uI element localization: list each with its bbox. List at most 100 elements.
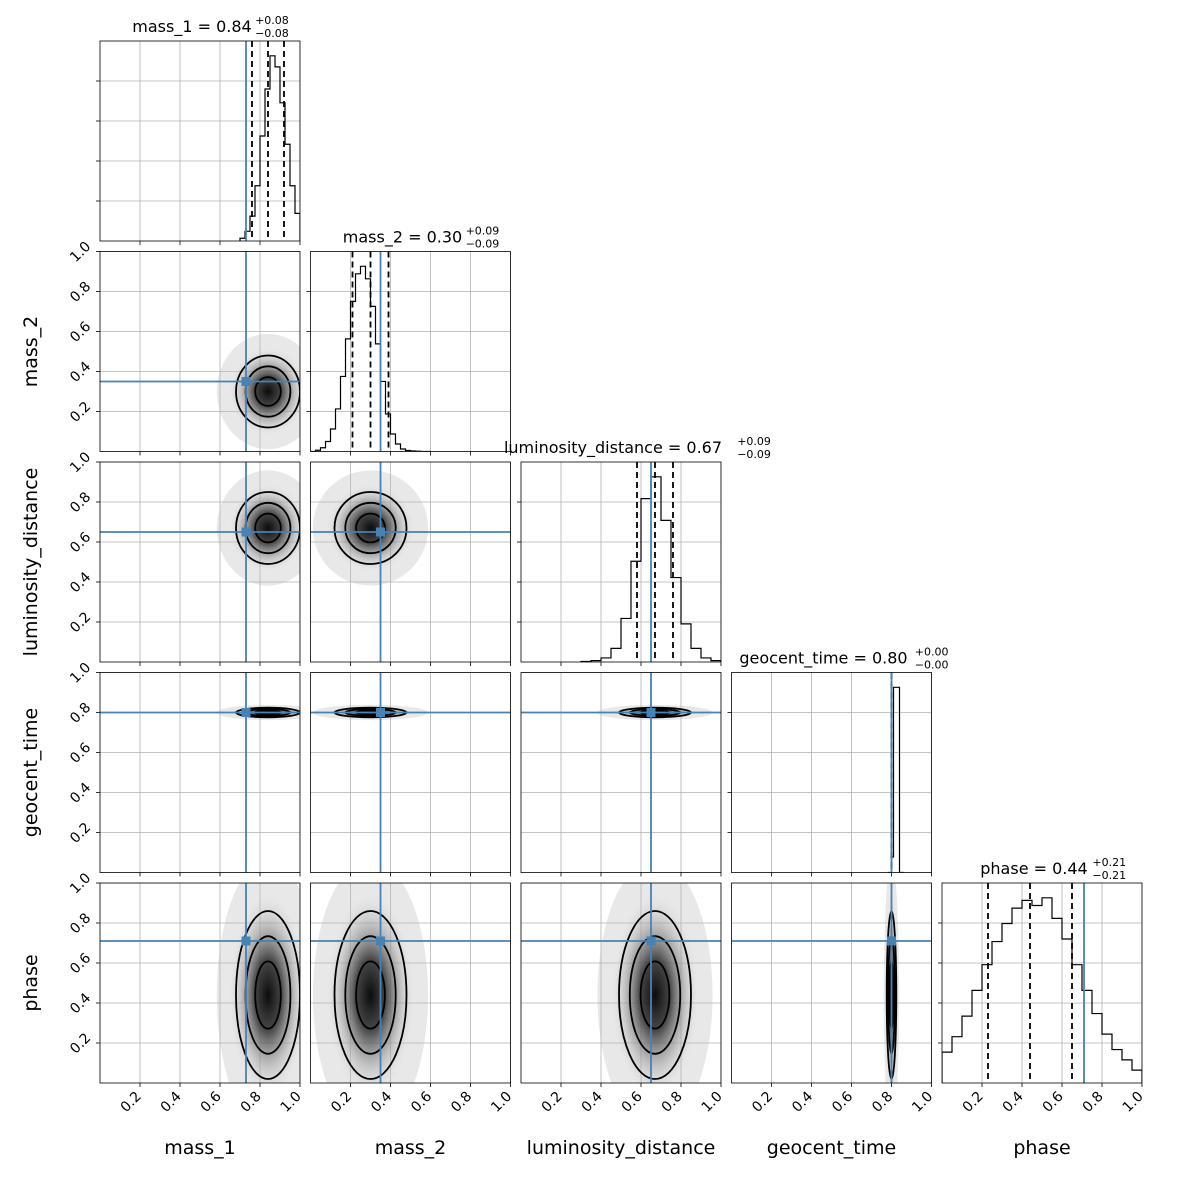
truth-marker (376, 527, 385, 537)
x-axis-label-geocent_time: geocent_time (767, 1137, 896, 1159)
y-tick-label: 0.4 (67, 569, 94, 596)
x-tick-label: 0.8 (1080, 1089, 1107, 1116)
panel-frame (520, 882, 722, 1084)
panel-frame (99, 251, 301, 452)
x-tick-label: 1.0 (699, 1089, 726, 1116)
panel-frame (520, 461, 722, 663)
x-tick-label: 0.4 (1000, 1089, 1027, 1116)
panel-plot-area (100, 251, 300, 452)
y-tick-label: 0.2 (67, 609, 94, 636)
x-tick-label: 0.2 (118, 1089, 145, 1116)
y-tick-label: 0.8 (67, 910, 94, 937)
panel-frame (310, 251, 511, 452)
panel-frame (310, 461, 511, 663)
contour-outer (235, 910, 300, 1080)
panel-title-mass_2: mass_2 = 0.30 (343, 228, 462, 248)
y-tick-label: 1.0 (67, 870, 94, 897)
panel-geocent_time-vs-mass_2 (310, 672, 511, 877)
panel-phase-vs-mass_2 (310, 882, 511, 1087)
panel-title-mass_1: mass_1 = 0.84 (132, 17, 251, 37)
truth-marker (646, 936, 656, 946)
x-tick-label: 0.4 (789, 1089, 816, 1116)
density-shading (229, 484, 300, 572)
contour-middle (344, 935, 397, 1055)
x-axis-label-mass_2: mass_2 (375, 1137, 447, 1159)
y-tick-label: 0.4 (67, 780, 94, 807)
x-tick-label: 0.4 (579, 1089, 606, 1116)
panel-plot-area (310, 672, 511, 873)
panel-luminosity_distance-vs-mass_2 (310, 461, 511, 666)
x-axis-label-luminosity_distance: luminosity_distance (527, 1137, 716, 1159)
x-tick-label: 1.0 (278, 1089, 305, 1116)
y-tick-label: 0.2 (67, 399, 94, 426)
panel-plot-area (731, 672, 932, 873)
y-tick-label: 0.2 (67, 1030, 94, 1057)
y-tick-label: 1.0 (67, 449, 94, 476)
x-tick-label: 0.2 (749, 1089, 776, 1116)
contour-outer (618, 910, 692, 1080)
y-tick-label: 0.8 (67, 489, 94, 516)
panel-plot-area (310, 251, 511, 452)
y-tick-label: 0.2 (67, 820, 94, 847)
y-axis-label-phase: phase (20, 954, 42, 1011)
y-axis-label-luminosity_distance: luminosity_distance (20, 468, 42, 657)
panel-mass_2-vs-mass_1 (96, 251, 301, 456)
contour-middle (344, 501, 397, 555)
panel-title-luminosity_distance: luminosity_distance = 0.67 (504, 438, 722, 458)
y-tick-label: 0.6 (67, 740, 94, 767)
panel-plot-area (942, 883, 1142, 1083)
contour-outer (235, 354, 300, 429)
panel-geocent_time-vs-geocent_time (727, 672, 932, 877)
title-lower-error: −0.08 (255, 27, 289, 40)
truth-marker (241, 527, 251, 537)
density-shading (611, 894, 699, 1083)
contour-inner (639, 960, 671, 1030)
y-tick-label: 1.0 (67, 239, 94, 266)
panel-frame (941, 882, 1143, 1084)
histogram-mass_1 (239, 55, 300, 241)
panel-plot-area (100, 883, 300, 1083)
panel-phase-vs-geocent_time (731, 882, 932, 1087)
x-tick-label: 0.2 (960, 1089, 987, 1116)
panel-luminosity_distance-vs-mass_1 (96, 461, 301, 666)
panel-plot-area (100, 672, 300, 873)
truth-marker (376, 936, 385, 946)
panel-plot-area (731, 883, 932, 1083)
title-upper-error: +0.00 (915, 646, 949, 659)
panel-mass_2-vs-mass_2 (306, 251, 511, 456)
title-upper-error: +0.08 (255, 14, 289, 27)
y-axis-label-geocent_time: geocent_time (20, 708, 42, 837)
panel-frame (310, 672, 511, 873)
contour-outer (333, 910, 408, 1080)
x-tick-label: 0.6 (408, 1089, 435, 1116)
x-tick-label: 1.0 (488, 1089, 515, 1116)
x-tick-label: 1.0 (1120, 1089, 1147, 1116)
density-shading (327, 484, 414, 572)
x-tick-label: 1.0 (909, 1089, 936, 1116)
x-tick-label: 0.4 (368, 1089, 395, 1116)
y-tick-label: 0.8 (67, 279, 94, 306)
title-lower-error: −0.09 (737, 448, 771, 461)
y-tick-label: 0.6 (67, 529, 94, 556)
x-tick-label: 0.6 (829, 1089, 856, 1116)
y-tick-label: 0.4 (67, 990, 94, 1017)
y-axis-label-mass_2: mass_2 (20, 316, 42, 388)
y-tick-label: 0.4 (67, 359, 94, 386)
panel-luminosity_distance-vs-luminosity_distance (517, 461, 722, 666)
panel-plot-area (521, 462, 721, 662)
contour-inner (254, 376, 282, 407)
title-lower-error: −0.21 (1092, 869, 1126, 882)
panel-title-geocent_time: geocent_time = 0.80 (739, 649, 907, 669)
x-tick-label: 0.6 (1040, 1089, 1067, 1116)
panel-mass_1-vs-mass_1 (96, 40, 301, 245)
x-axis-label-mass_1: mass_1 (164, 1137, 236, 1159)
density-shading (327, 894, 414, 1083)
x-tick-label: 0.8 (448, 1089, 475, 1116)
contour-inner (254, 960, 282, 1030)
panel-plot-area (310, 883, 511, 1083)
panel-phase-vs-phase (938, 882, 1143, 1087)
panel-frame (99, 461, 301, 663)
truth-marker (241, 377, 251, 386)
contour-middle (628, 935, 682, 1055)
